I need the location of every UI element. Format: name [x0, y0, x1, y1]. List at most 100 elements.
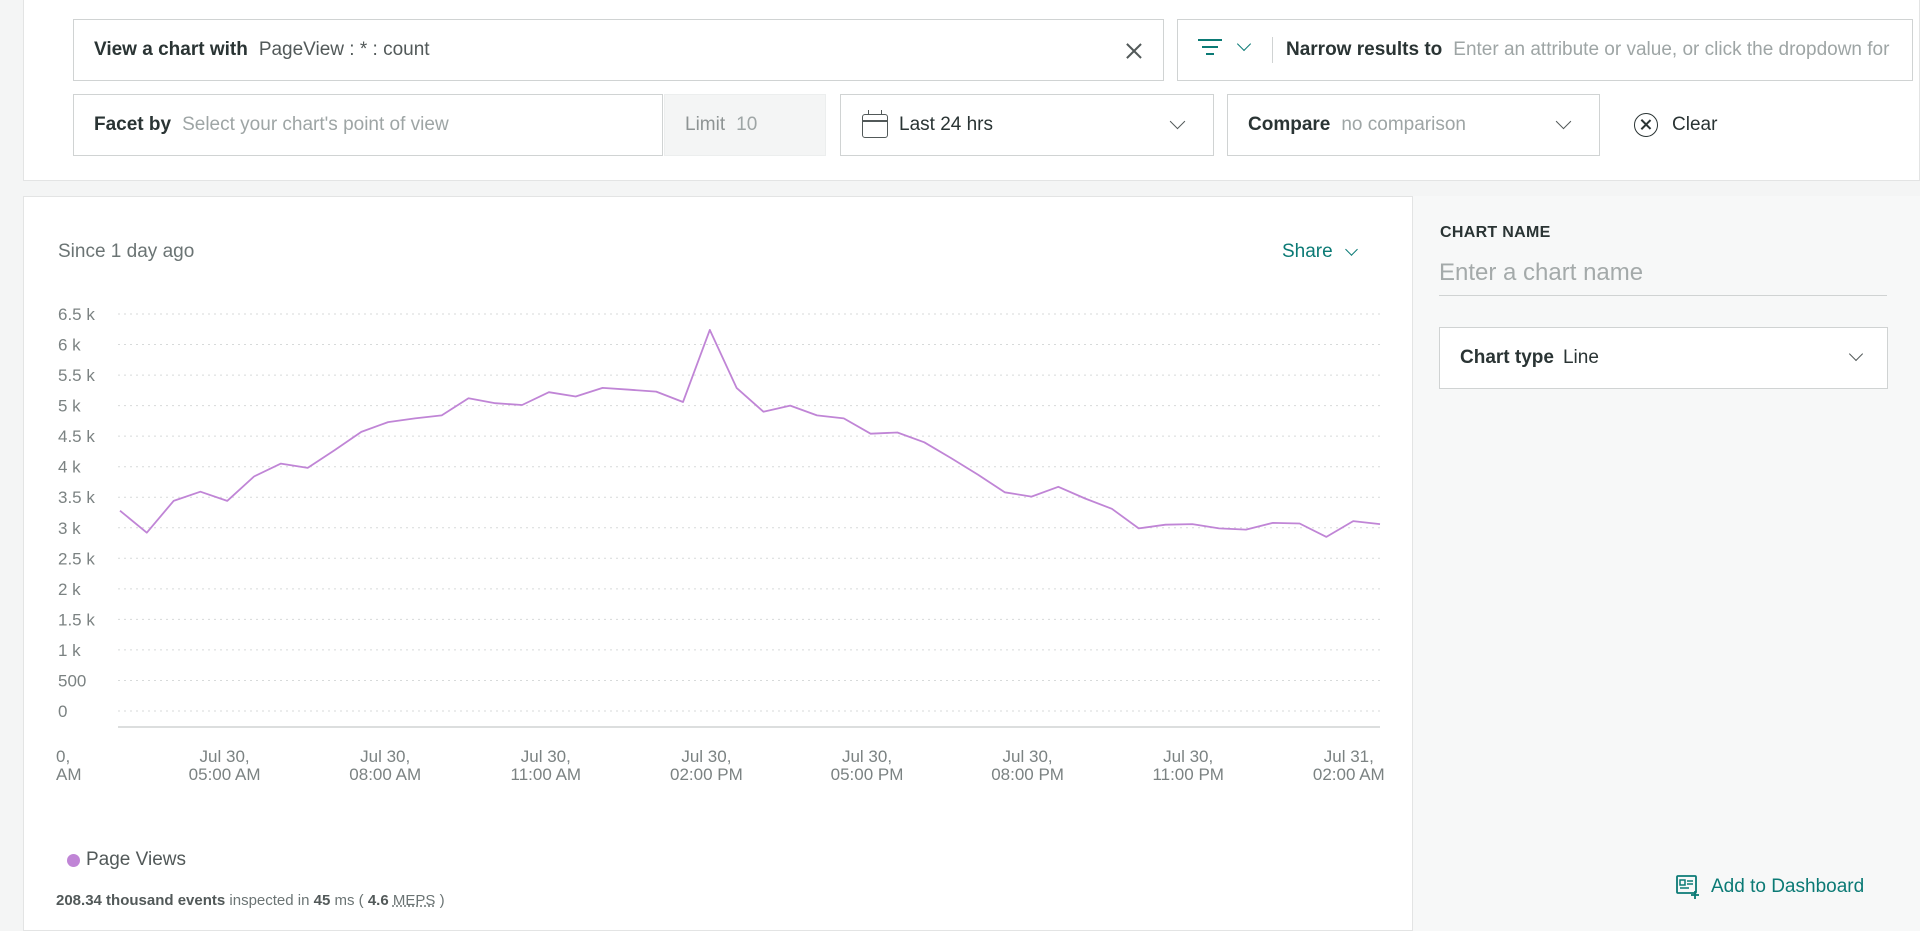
data-point[interactable] [1350, 518, 1356, 524]
narrow-results-label: Narrow results to [1286, 39, 1443, 60]
data-point[interactable] [197, 489, 203, 495]
chart-legend[interactable]: Page Views [67, 849, 186, 871]
data-point[interactable] [1082, 495, 1088, 501]
chart-query-value[interactable]: PageView : * : count [258, 39, 430, 60]
chevron-down-icon[interactable] [1169, 113, 1186, 130]
narrow-results-placeholder[interactable]: Enter an attribute or value, or click th… [1453, 39, 1890, 60]
data-point[interactable] [1055, 484, 1061, 490]
y-tick-label: 4.5 k [58, 427, 95, 446]
data-point[interactable] [224, 498, 230, 504]
data-point[interactable] [573, 393, 579, 399]
data-point[interactable] [760, 409, 766, 415]
y-tick-label: 2 k [58, 580, 81, 599]
data-point[interactable] [1297, 520, 1303, 526]
compare-value[interactable]: no comparison [1341, 114, 1466, 135]
data-point[interactable] [707, 327, 713, 333]
line-chart[interactable]: 0 500 1 k 1.5 k 2 k 2.5 k 3 k 3.5 k 4 k 4.5 k 5 k 5… [24, 287, 1414, 827]
data-point[interactable] [251, 473, 257, 479]
share-button-label: Share [1282, 241, 1333, 262]
x-tick-label: 05:00 AM [189, 765, 261, 784]
data-point[interactable] [600, 385, 606, 391]
data-point[interactable] [278, 461, 284, 467]
data-point[interactable] [117, 508, 123, 514]
data-point[interactable] [1109, 506, 1115, 512]
clear-circle-icon [1634, 113, 1658, 137]
data-point[interactable] [1189, 521, 1195, 527]
share-button[interactable]: Share [1282, 241, 1358, 263]
time-since-label: Since 1 day ago [58, 241, 195, 262]
data-point[interactable] [1243, 527, 1249, 533]
query-stats: 208.34 thousand events inspected in 45 m… [56, 892, 445, 909]
compare-select[interactable]: Compare no comparison [1227, 94, 1600, 156]
data-point[interactable] [519, 402, 525, 408]
time-range-select[interactable]: Last 24 hrs [840, 94, 1214, 156]
add-to-dashboard-label: Add to Dashboard [1711, 876, 1865, 897]
chart-type-label: Chart type [1460, 347, 1554, 368]
data-point[interactable] [1323, 534, 1329, 540]
compare-label: Compare [1248, 114, 1331, 135]
data-point[interactable] [787, 403, 793, 409]
facet-by-field[interactable]: Facet by Select your chart's point of vi… [73, 94, 663, 156]
data-point[interactable] [305, 465, 311, 471]
data-point[interactable] [439, 412, 445, 418]
x-tick-label: 08:00 AM [349, 765, 421, 784]
data-point[interactable] [841, 415, 847, 421]
data-point[interactable] [680, 399, 686, 405]
close-icon[interactable] [1125, 42, 1143, 60]
data-point[interactable] [492, 400, 498, 406]
chart-name-input[interactable] [1439, 250, 1887, 296]
x-tick-label: Jul 30, [842, 747, 892, 766]
narrow-results-field[interactable]: Narrow results to Enter an attribute or … [1177, 19, 1913, 81]
data-point[interactable] [814, 412, 820, 418]
data-point[interactable] [894, 429, 900, 435]
dashboard-add-icon [1676, 875, 1699, 899]
data-point[interactable] [331, 447, 337, 453]
x-tick-label: Jul 30, [521, 747, 571, 766]
chart-settings-panel: CHART NAME Chart type Line Add to Dashbo… [1413, 196, 1920, 931]
data-point[interactable] [948, 455, 954, 461]
data-point[interactable] [1028, 494, 1034, 500]
x-tick-label: Jul 30, [1003, 747, 1053, 766]
data-point[interactable] [1002, 489, 1008, 495]
y-tick-label: 5 k [58, 397, 81, 416]
data-point[interactable] [975, 472, 981, 478]
data-point[interactable] [1216, 525, 1222, 531]
chevron-down-icon[interactable] [1236, 36, 1252, 52]
query-builder: View a chart with PageView : * : count N… [23, 0, 1920, 181]
meps-unit[interactable]: MEPS [392, 892, 436, 909]
data-point[interactable] [868, 431, 874, 437]
data-point[interactable] [921, 439, 927, 445]
data-point[interactable] [653, 389, 659, 395]
data-point[interactable] [626, 387, 632, 393]
x-tick-label: 02:00 PM [670, 765, 743, 784]
clear-button[interactable]: Clear [1634, 107, 1717, 143]
x-tick-label: Jul 30, [1163, 747, 1213, 766]
data-point[interactable] [385, 419, 391, 425]
add-to-dashboard-button[interactable]: Add to Dashboard [1675, 874, 1864, 900]
data-point[interactable] [144, 530, 150, 536]
data-point[interactable] [1377, 521, 1383, 527]
series-line-page-views[interactable] [119, 329, 1381, 538]
chevron-down-icon[interactable] [1555, 113, 1572, 130]
data-point[interactable] [358, 429, 364, 435]
stats-close: ) [439, 892, 445, 909]
chart-query-label: View a chart with [94, 39, 248, 60]
chart-query-field[interactable]: View a chart with PageView : * : count [73, 19, 1164, 81]
data-point[interactable] [171, 498, 177, 504]
data-point[interactable] [1270, 520, 1276, 526]
time-range-value[interactable]: Last 24 hrs [899, 114, 993, 135]
data-point[interactable] [1136, 525, 1142, 531]
data-point[interactable] [546, 389, 552, 395]
data-point[interactable] [412, 415, 418, 421]
x-tick-label: 02:00 AM [1313, 765, 1385, 784]
chevron-down-icon [1848, 346, 1864, 362]
x-tick-label: Jul 30, [200, 747, 250, 766]
x-tick-label: Jul 31, [1324, 747, 1374, 766]
facet-by-placeholder[interactable]: Select your chart's point of view [182, 114, 449, 135]
data-point[interactable] [734, 385, 740, 391]
chart-type-select[interactable]: Chart type Line [1439, 327, 1888, 389]
data-point[interactable] [1163, 522, 1169, 528]
filter-icon[interactable] [1197, 39, 1223, 61]
x-tick-label: 11:00 PM [1152, 765, 1224, 784]
data-point[interactable] [466, 395, 472, 401]
